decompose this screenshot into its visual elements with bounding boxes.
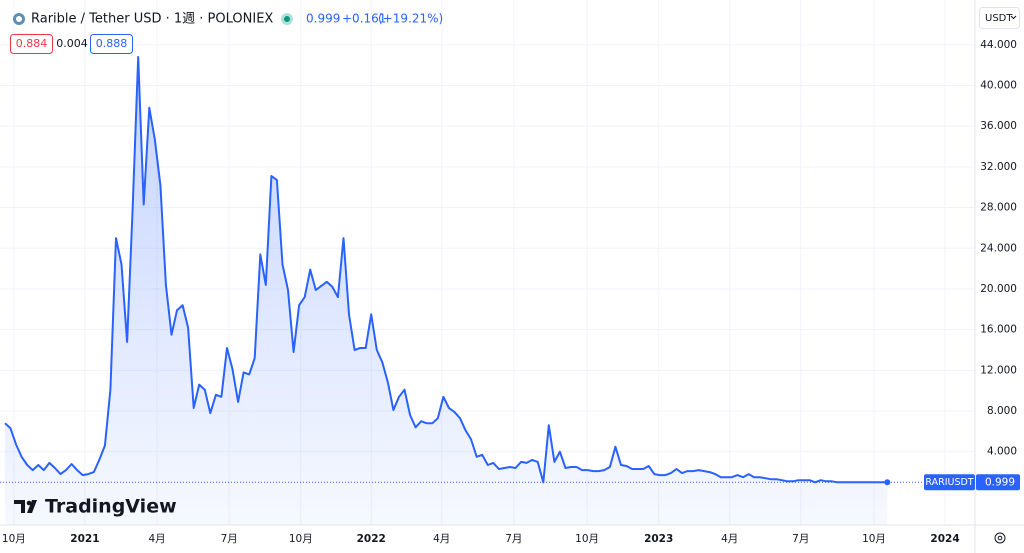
- x-tick-label: 2023: [644, 533, 673, 545]
- brand-logo: [26, 500, 32, 506]
- currency-button[interactable]: [979, 7, 1020, 29]
- y-tick-label: 28.000: [980, 202, 1017, 214]
- last-point: [884, 479, 891, 486]
- x-tick-label: 2022: [357, 533, 386, 545]
- x-tick-label: 7月: [505, 533, 522, 545]
- price-tag-label: 0.999: [985, 476, 1015, 488]
- y-tick-label: 8.000: [987, 405, 1017, 417]
- price-tag: [976, 474, 1020, 491]
- y-tick-label: 12.000: [980, 364, 1017, 376]
- bid-button[interactable]: [10, 34, 53, 54]
- y-tick-label: 24.000: [980, 242, 1017, 254]
- y-tick-label: 20.000: [980, 283, 1017, 295]
- price-line: [4, 56, 888, 484]
- symbol-logo: [16, 16, 22, 22]
- currency-label[interactable]: USDT: [985, 13, 1013, 24]
- ask-price[interactable]: 0.888: [96, 37, 128, 50]
- brand-name: TradingView: [45, 496, 177, 518]
- chevron: [1010, 15, 1017, 20]
- area-fill: [4, 57, 888, 525]
- x-tick-label: 10月: [862, 533, 886, 545]
- x-tick-label: 4月: [721, 533, 738, 545]
- symbol-title: Rarible / Tether USD · 1週 · POLONIEX: [31, 12, 273, 27]
- x-tick-label: 2024: [930, 533, 959, 545]
- y-tick-label: 44.000: [980, 39, 1017, 51]
- x-tick-label: 10月: [575, 533, 599, 545]
- spread: 0.004: [56, 37, 88, 50]
- settings-icon[interactable]: [997, 535, 1003, 541]
- y-tick-label: 16.000: [980, 324, 1017, 336]
- last-price: 0.999: [306, 12, 340, 26]
- y-tick-label: 40.000: [980, 79, 1017, 91]
- status-dot: [284, 16, 290, 22]
- y-tick-label: 4.000: [987, 446, 1017, 458]
- x-tick-label: 7月: [792, 533, 809, 545]
- x-tick-label: 4月: [433, 533, 450, 545]
- x-tick-label: 2021: [70, 533, 99, 545]
- x-tick-label: 10月: [2, 533, 26, 545]
- ticker-label: RARIUSDT: [925, 477, 973, 488]
- ticker-tag: [924, 474, 975, 491]
- ask-button[interactable]: [90, 34, 133, 54]
- x-tick-label: 7月: [221, 533, 238, 545]
- x-tick-label: 4月: [148, 533, 165, 545]
- y-tick-label: 36.000: [980, 120, 1017, 132]
- price-change-pct: (+19.21%): [378, 12, 443, 26]
- settings-icon[interactable]: [994, 532, 1006, 544]
- price-change: +0.161: [342, 12, 386, 26]
- x-tick-label: 10月: [289, 533, 313, 545]
- y-tick-label: 32.000: [980, 161, 1017, 173]
- bid-price[interactable]: 0.884: [16, 37, 48, 50]
